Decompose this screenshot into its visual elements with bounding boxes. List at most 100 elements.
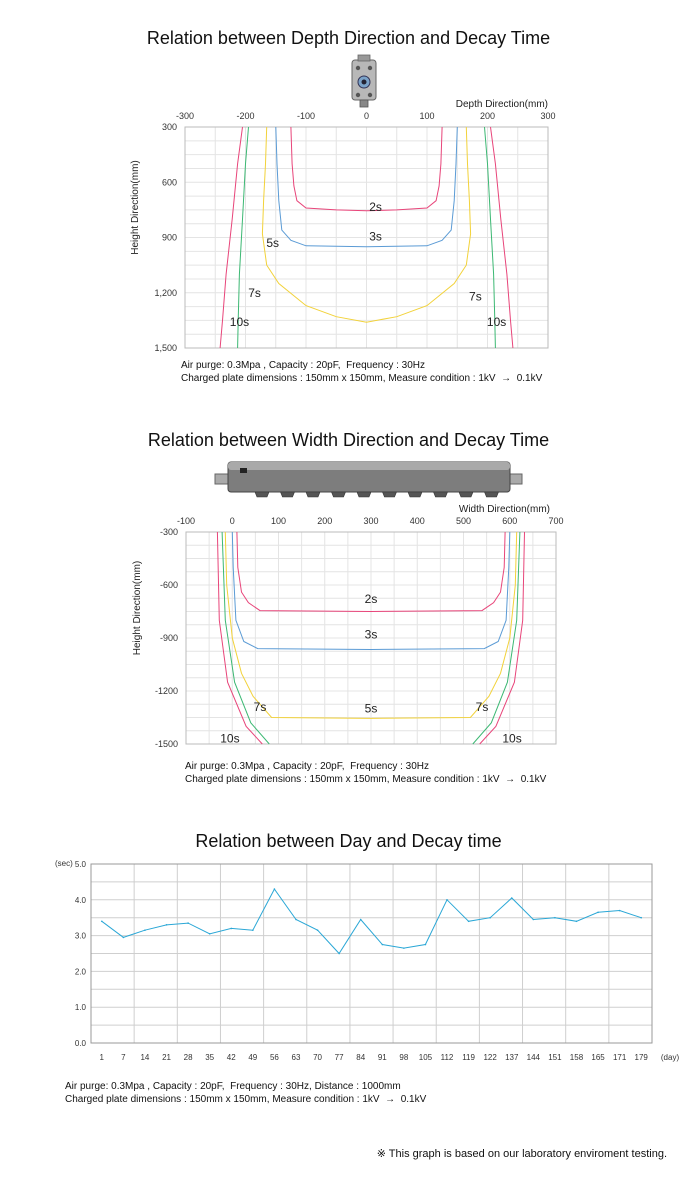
chart3-title: Relation between Day and Decay time — [195, 831, 502, 851]
chart3-x-tick-label: 165 — [591, 1053, 605, 1062]
chart1-series-label-3s: 3s — [369, 230, 382, 244]
chart3-x-axis-label: (day) — [661, 1053, 680, 1062]
chart3-data-point — [510, 897, 513, 899]
chart2-title: Relation between Width Direction and Dec… — [147, 430, 550, 450]
chart1-plot-frame — [184, 126, 549, 349]
chart1-x-tick-label: -300 — [176, 111, 194, 121]
chart3-data-point — [100, 920, 103, 923]
chart2-y-tick-label: -1500 — [155, 739, 178, 749]
chart3-x-tick-label: 1 — [100, 1053, 105, 1062]
chart3-data-point — [230, 927, 233, 930]
chart3-x-tick-label: 21 — [162, 1053, 171, 1062]
chart2-series-line-3s — [231, 531, 511, 651]
chart2-series-label-7s: 7s — [254, 700, 267, 714]
chart2-note-1: Air purge: 0.3Mpa , Capacity : 20pF, Fre… — [185, 761, 430, 772]
chart1-series-line-10s — [219, 126, 243, 349]
chart1-x-tick-label: 300 — [540, 111, 555, 121]
chart3-y-tick-label: 0.0 — [75, 1039, 87, 1048]
chart3-data-point — [532, 918, 535, 921]
chart2-series-label-10s: 10s — [502, 732, 521, 746]
chart2-series-line-10s — [216, 531, 263, 745]
chart1-series-line-5s — [261, 126, 472, 323]
chart1-x-tick-label: 100 — [419, 111, 434, 121]
chart2-series-label-5s: 5s — [365, 702, 378, 716]
chart1-y-tick-label: 300 — [162, 122, 177, 132]
chart1-note-2: Charged plate dimensions : 150mm x 150mm… — [181, 373, 543, 384]
chart3-y-tick-label: 4.0 — [75, 896, 87, 905]
chart3-data-point — [575, 920, 578, 923]
chart1-y-tick-label: 900 — [162, 233, 177, 243]
chart2-series-line-2s — [236, 531, 506, 613]
chart3-data-point — [467, 920, 470, 923]
chart3-x-tick-label: 105 — [419, 1053, 433, 1062]
chart3-x-tick-label: 91 — [378, 1053, 387, 1062]
chart3-y-tick-label: 3.0 — [75, 932, 87, 941]
chart2-series-label-3s: 3s — [365, 627, 378, 641]
chart2-y-tick-label: -900 — [160, 633, 178, 643]
chart3-data-point — [640, 916, 643, 919]
chart2-y-tick-label: -1200 — [155, 686, 178, 696]
chart3-data-point — [424, 943, 427, 946]
chart3-x-tick-label: 151 — [548, 1053, 562, 1062]
chart1-series-label-7s: 7s — [248, 286, 261, 300]
chart3-x-tick-label: 70 — [313, 1053, 322, 1062]
chart3-data-point — [597, 911, 599, 914]
chart1-x-tick-label: 200 — [480, 111, 495, 121]
chart3-plot-frame — [90, 863, 653, 1044]
chart1-series-label-10s: 10s — [230, 315, 249, 329]
chart2-y-axis-label: Height Direction(mm) — [132, 561, 143, 655]
chart3-data-point — [338, 952, 340, 955]
chart1-x-axis-label: Depth Direction(mm) — [456, 99, 548, 110]
chart3-y-tick-label: 5.0 — [75, 860, 87, 869]
chart3-x-tick-label: 63 — [292, 1053, 301, 1062]
chart3-x-tick-label: 7 — [121, 1053, 126, 1062]
chart3-data-point — [208, 933, 211, 935]
chart3-data-point — [489, 916, 491, 919]
chart1-x-tick-label: -100 — [297, 111, 315, 121]
chart1-y-tick-label: 600 — [162, 177, 177, 187]
chart2-series-line-10s — [479, 531, 525, 745]
chart1-series-label-2s: 2s — [369, 200, 382, 214]
chart2-x-tick-label: 400 — [410, 516, 425, 526]
chart1-title: Relation between Depth Direction and Dec… — [146, 28, 551, 48]
chart3-note-2: Charged plate dimensions : 150mm x 150mm… — [65, 1094, 427, 1105]
chart3-data-point — [295, 918, 297, 921]
chart2-series-line-5s — [224, 531, 518, 719]
chart2-x-tick-label: 0 — [230, 516, 235, 526]
chart3-data-point — [446, 899, 448, 901]
chart2-x-tick-label: 700 — [548, 516, 563, 526]
chart3-y-tick-label: 2.0 — [75, 967, 87, 976]
chart1-series-label-5s: 5s — [266, 236, 279, 250]
chart3-y-tick-label: 1.0 — [75, 1003, 87, 1012]
chart3-data-point — [381, 943, 384, 946]
chart1-series-line-2s — [290, 126, 443, 212]
chart1-series-line-3s — [275, 126, 458, 248]
chart3-x-tick-label: 137 — [505, 1053, 519, 1062]
chart3-data-point — [144, 929, 146, 932]
footnote: ※ This graph is based on our laboratory … — [376, 1148, 667, 1160]
chart3-x-tick-label: 179 — [635, 1053, 649, 1062]
chart3-data-point — [618, 909, 621, 912]
chart3-x-tick-label: 98 — [399, 1053, 408, 1062]
chart2-x-tick-label: 500 — [456, 516, 471, 526]
chart1-x-tick-label: 0 — [364, 111, 369, 121]
chart1-y-tick-label: 1,200 — [154, 288, 177, 298]
chart2-series-line-7s — [221, 531, 270, 745]
chart2-series-label-7s: 7s — [476, 700, 489, 714]
chart2-x-axis-label: Width Direction(mm) — [459, 504, 550, 515]
chart3-x-tick-label: 171 — [613, 1053, 627, 1062]
chart3-x-tick-label: 14 — [140, 1053, 149, 1062]
chart2-x-tick-label: 200 — [317, 516, 332, 526]
chart2-note-2: Charged plate dimensions : 150mm x 150mm… — [185, 774, 547, 785]
chart2-series-label-2s: 2s — [365, 592, 378, 606]
chart3-x-tick-label: 56 — [270, 1053, 279, 1062]
chart3-x-tick-label: 122 — [483, 1053, 497, 1062]
chart3-x-tick-label: 28 — [184, 1053, 193, 1062]
chart2-x-tick-label: 100 — [271, 516, 286, 526]
chart3-x-tick-label: 84 — [356, 1053, 365, 1062]
chart3-data-point — [252, 929, 254, 932]
chart3-data-point — [165, 924, 168, 926]
chart3-series-line — [101, 888, 642, 955]
ionizer-front-view-icon — [351, 54, 377, 108]
chart2-plot-frame — [185, 531, 557, 745]
